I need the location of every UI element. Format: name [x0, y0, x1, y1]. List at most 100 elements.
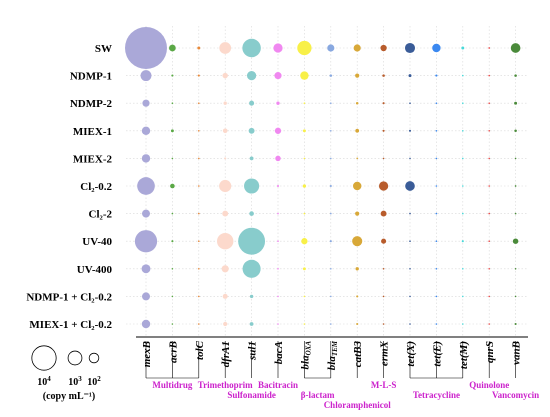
class-label: Chloramphenicol [324, 400, 392, 410]
bubble [409, 295, 411, 298]
bubble [238, 227, 266, 255]
row-label: UV-400 [77, 264, 113, 276]
bubble [435, 157, 438, 160]
bubble [488, 212, 491, 215]
bubble [140, 70, 152, 82]
bubble [141, 154, 151, 163]
bubble [488, 157, 491, 160]
bubble [141, 319, 151, 329]
bubble [277, 267, 279, 270]
row-label: UV-40 [82, 236, 112, 248]
bubble [435, 212, 438, 215]
class-label: Multidrug [152, 380, 193, 390]
bubble [222, 72, 228, 79]
bubble [462, 268, 464, 270]
bubble [435, 240, 438, 242]
bubble [330, 212, 332, 215]
legend-circle [67, 350, 83, 366]
bubble [222, 293, 228, 299]
bubble [382, 74, 385, 77]
bubble [488, 185, 491, 187]
bubble [277, 323, 279, 325]
bubble [488, 47, 491, 49]
bubble [330, 102, 332, 104]
gene-label: tolC [194, 340, 206, 360]
bubble [514, 101, 518, 105]
gene-label: blaOXA [299, 341, 312, 370]
bubble [355, 267, 359, 271]
bubble [330, 268, 332, 270]
bubble [382, 295, 385, 298]
bubble [435, 74, 438, 77]
class-label: Bacitracin [258, 380, 298, 390]
bubble [408, 129, 412, 132]
bubble [142, 99, 150, 107]
bubble [330, 157, 332, 160]
gene-labels: mexB acrB tolC dfrA1 sul1 bacA blaOXA blaTEM cat… [141, 340, 523, 378]
bubble [488, 102, 491, 104]
bubble [249, 156, 254, 161]
bubble [462, 323, 464, 325]
bubble [462, 185, 464, 187]
gene-label: tet(E) [431, 341, 443, 367]
bubble [302, 184, 307, 188]
bubble [303, 102, 306, 105]
bubble [242, 38, 261, 58]
bubble [171, 74, 174, 77]
bubble [462, 130, 464, 132]
legend-label: 102 [87, 375, 101, 388]
bubble [409, 268, 411, 270]
bubble [488, 74, 491, 77]
bubble [514, 268, 517, 270]
bubble [409, 240, 411, 243]
gene-label: acrB [167, 341, 179, 363]
bubble [171, 268, 174, 270]
row-label: Cl₂-2 [89, 209, 113, 221]
bubble [405, 181, 415, 191]
bubble [276, 101, 280, 105]
bubble [356, 322, 359, 326]
bubble [302, 129, 306, 133]
bubble [408, 74, 412, 78]
bubble [171, 102, 174, 105]
bubble [297, 40, 312, 56]
grid-lines [126, 26, 528, 337]
bubble [435, 323, 438, 325]
legend-label: 103 [68, 375, 82, 388]
bubble [277, 240, 279, 243]
bubble [382, 267, 385, 270]
class-label: Sulfonamide [227, 390, 276, 400]
bubble [514, 295, 517, 298]
row-label: Cl₂-0.2 [80, 181, 112, 193]
size-legend: 104 103 102 (copy mL⁻¹) [31, 345, 101, 402]
bubble [198, 323, 200, 325]
bubble [382, 323, 385, 325]
bubble [242, 259, 261, 278]
bubble [198, 130, 200, 132]
bubble [355, 211, 360, 216]
bubble [355, 128, 360, 133]
gene-label: qnrS [484, 341, 496, 363]
bubble [223, 321, 228, 327]
bubble [170, 129, 174, 133]
bubble [221, 265, 229, 273]
bubble [352, 236, 363, 247]
bubble [355, 101, 359, 105]
bubble [219, 42, 232, 54]
bubble [435, 102, 438, 104]
bubble [171, 157, 174, 160]
bubble [217, 233, 234, 250]
bubble [353, 181, 362, 191]
row-label: MIEX-2 [73, 153, 113, 165]
bubble [329, 184, 332, 188]
bubble [380, 210, 387, 217]
gene-label: sul1 [247, 341, 259, 361]
row-labels: SW NDMP-1 NDMP-2 MIEX-1 MIEX-2 Cl₂-0.2 Cl₂-2 UV… [26, 43, 112, 331]
bubble [141, 126, 151, 135]
bubble [222, 210, 229, 217]
class-label: M-L-S [371, 380, 397, 390]
bubble [514, 74, 517, 77]
class-label: β-lactam [301, 390, 335, 400]
bubble [303, 295, 306, 298]
